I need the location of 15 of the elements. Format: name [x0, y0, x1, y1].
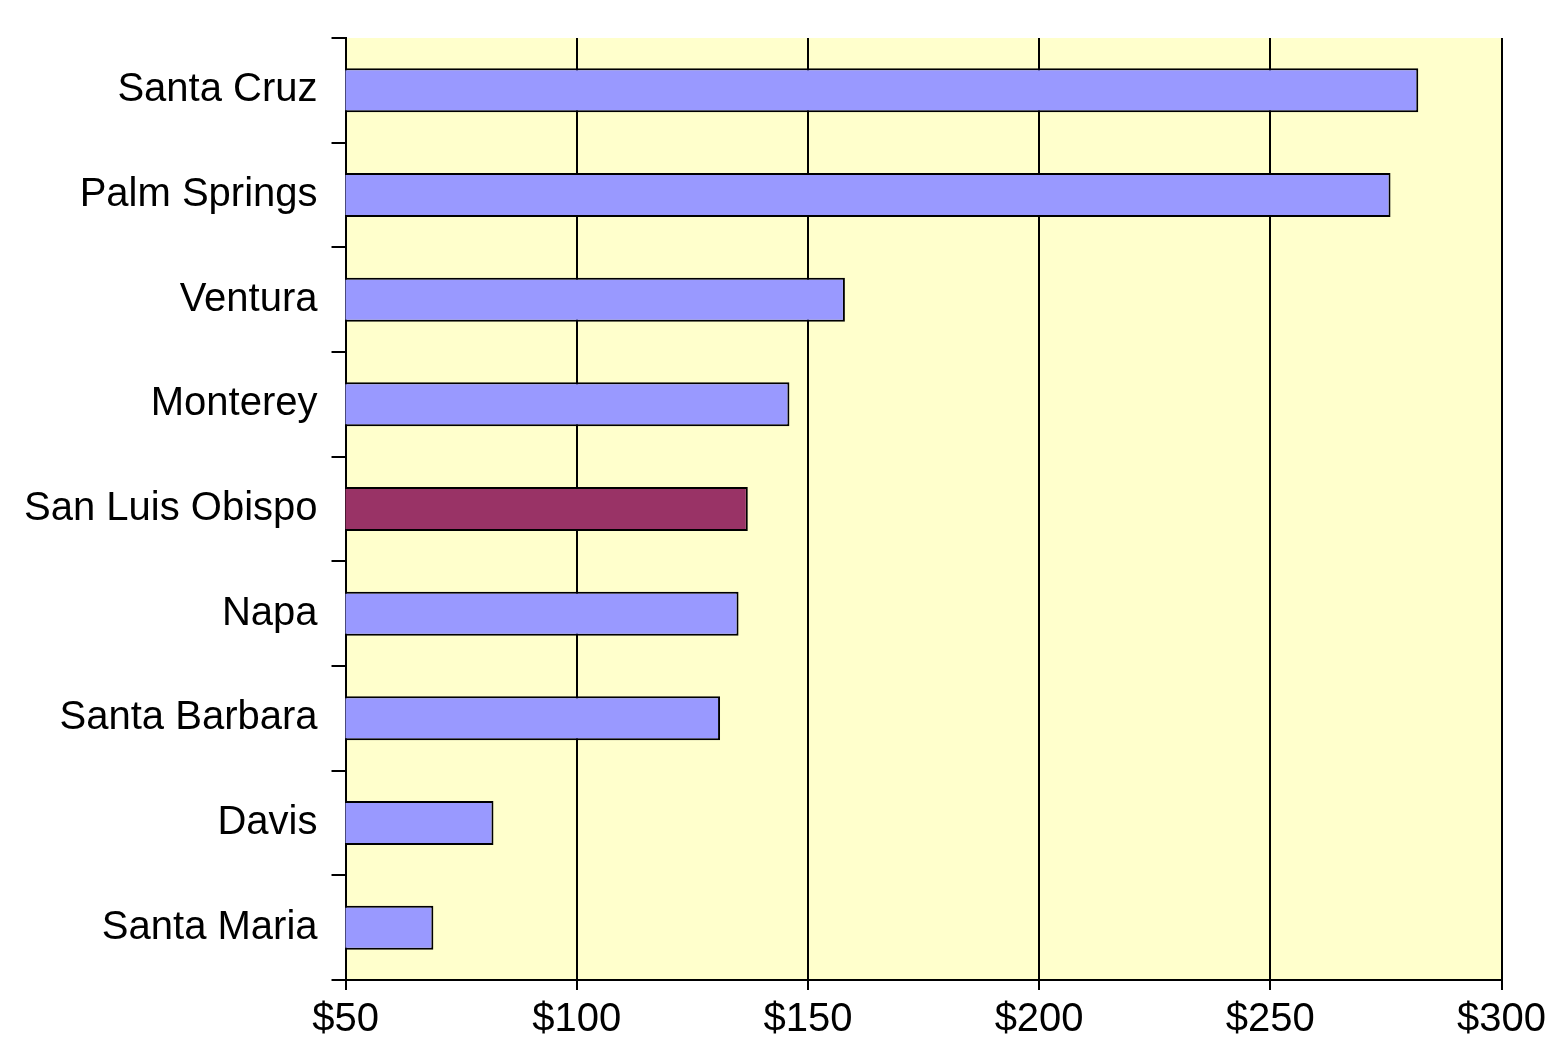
- y-tick-label: San Luis Obispo: [24, 484, 318, 529]
- x-tick-label: $150: [763, 995, 853, 1040]
- y-tick-label: Santa Maria: [101, 902, 319, 947]
- x-tick-label: $50: [312, 995, 379, 1040]
- y-tick-label: Santa Barbara: [59, 693, 319, 738]
- y-tick-label: Palm Springs: [79, 170, 318, 215]
- x-tick-label: $200: [994, 995, 1084, 1040]
- y-tick-label: Napa: [221, 588, 319, 633]
- y-tick-label: Monterey: [150, 379, 318, 424]
- y-tick-label: Ventura: [179, 274, 319, 319]
- x-tick-label: $300: [1457, 995, 1546, 1040]
- y-tick-label: Davis: [217, 798, 318, 843]
- y-tick-label: Santa Cruz: [117, 65, 318, 110]
- x-tick-label: $250: [1225, 995, 1315, 1040]
- x-tick-label: $100: [532, 995, 622, 1040]
